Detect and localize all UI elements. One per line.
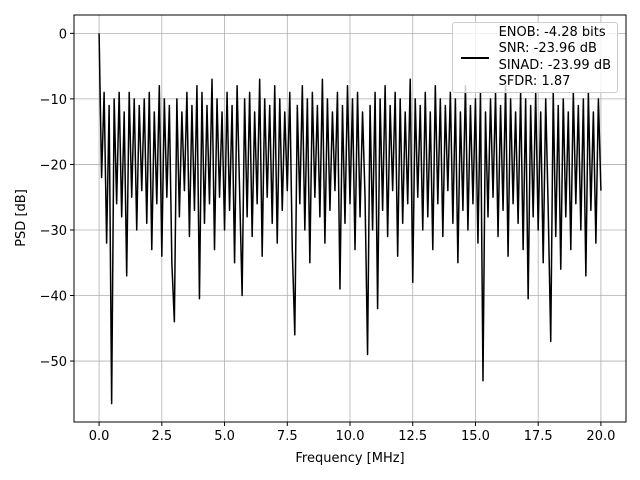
x-tick-label: 5.0 bbox=[214, 429, 235, 444]
y-tick-label: −10 bbox=[40, 93, 67, 108]
y-tick-label: −30 bbox=[40, 224, 67, 239]
x-tick-label: 7.5 bbox=[277, 429, 298, 444]
y-tick-label: −50 bbox=[40, 355, 67, 370]
x-tick-label: 15.0 bbox=[461, 429, 490, 444]
x-tick-label: 10.0 bbox=[336, 429, 365, 444]
y-tick-label: −40 bbox=[40, 290, 67, 305]
x-tick-label: 17.5 bbox=[524, 429, 553, 444]
x-axis-label: Frequency [MHz] bbox=[295, 451, 404, 466]
x-tick-label: 2.5 bbox=[151, 429, 172, 444]
y-tick-label: −20 bbox=[40, 158, 67, 173]
x-tick-label: 12.5 bbox=[398, 429, 427, 444]
legend-label: ENOB: -4.28 bits SNR: -23.96 dB SINAD: -… bbox=[498, 25, 611, 89]
legend-swatch bbox=[460, 56, 489, 59]
x-tick-label: 20.0 bbox=[586, 429, 615, 444]
psd-line bbox=[98, 33, 602, 405]
y-tick-label: 0 bbox=[59, 27, 67, 42]
legend: ENOB: -4.28 bits SNR: -23.96 dB SINAD: -… bbox=[451, 22, 618, 94]
y-axis-label: PSD [dB] bbox=[14, 189, 29, 247]
x-tick-label: 0.0 bbox=[89, 429, 110, 444]
